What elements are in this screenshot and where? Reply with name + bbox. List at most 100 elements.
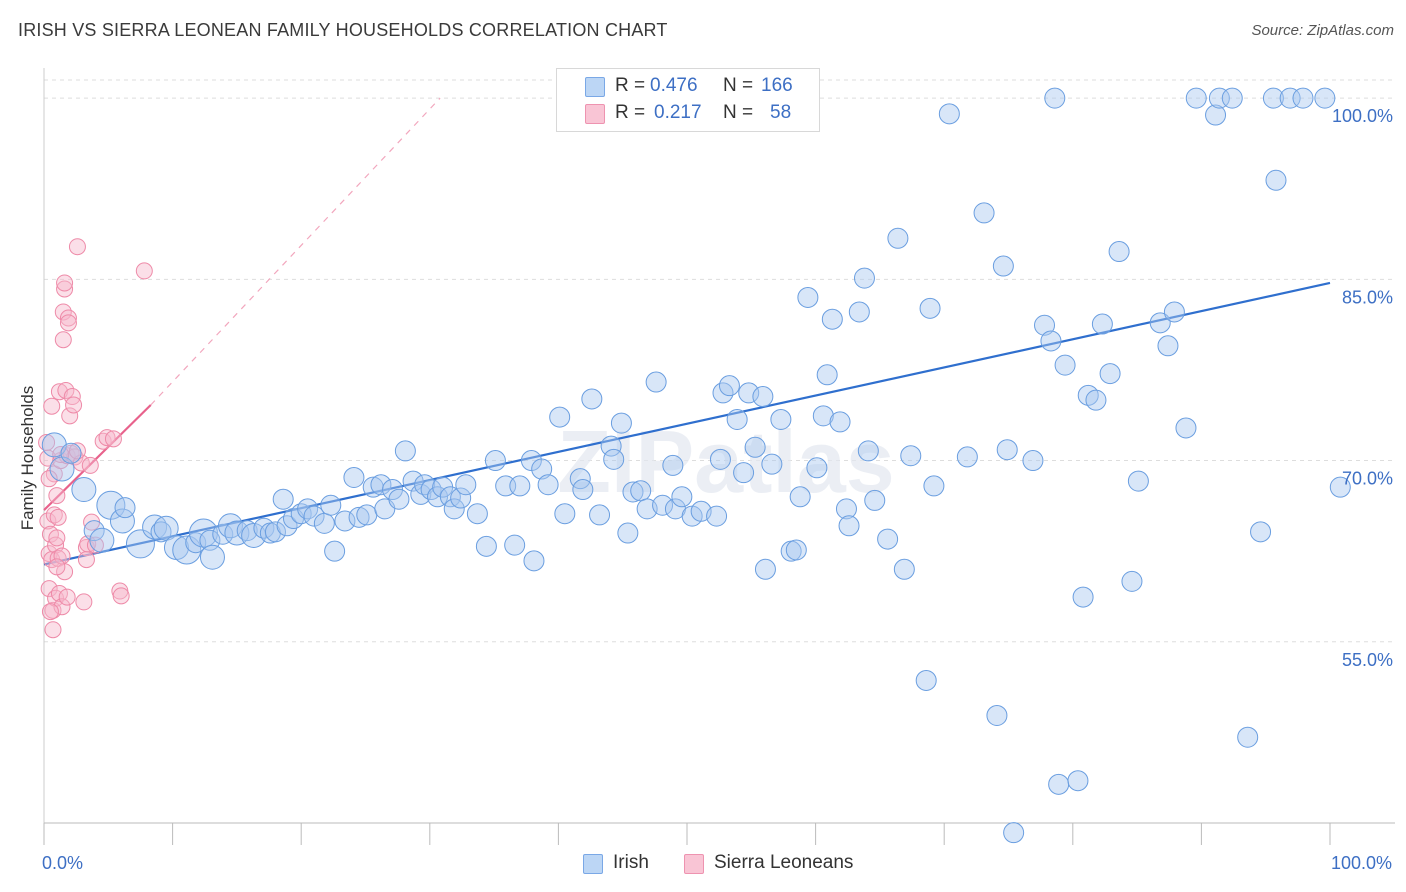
sierra-point	[58, 588, 76, 606]
irish-point	[1157, 335, 1179, 357]
sierra-point	[75, 593, 93, 611]
irish-point	[806, 457, 828, 479]
irish-point	[752, 386, 774, 408]
irish-point	[475, 535, 497, 557]
sierra-point	[54, 331, 72, 349]
irish-point	[324, 540, 346, 562]
irish-point	[996, 439, 1018, 461]
irish-point	[1265, 169, 1287, 191]
sierra-point	[49, 508, 67, 526]
irish-point	[581, 388, 603, 410]
irish-points	[41, 87, 1351, 844]
irish-point	[857, 440, 879, 462]
irish-point	[754, 558, 776, 580]
sierra-point	[59, 314, 77, 332]
irish-point	[303, 505, 325, 527]
irish-point	[313, 512, 335, 534]
irish-point	[636, 498, 658, 520]
stats-legend: R = 0.476 N = 166 R = 0.217 N = 58	[556, 68, 820, 132]
sierra-point	[135, 262, 153, 280]
irish-point	[706, 505, 728, 527]
irish-point	[394, 440, 416, 462]
irish-point	[718, 375, 740, 397]
irish-point	[1250, 521, 1272, 543]
irish-point	[443, 498, 465, 520]
irish-point	[893, 558, 915, 580]
irish-point	[334, 510, 356, 532]
sierra-point	[40, 470, 58, 488]
irish-point	[617, 522, 639, 544]
irish-point	[241, 522, 267, 548]
irish-point	[1175, 417, 1197, 439]
sierra-point	[68, 442, 86, 460]
irish-point	[71, 477, 97, 503]
tick-labels: 55.0% 70.0% 85.0% 100.0% 0.0% 100.0%	[42, 106, 1393, 873]
irish-point	[915, 669, 937, 691]
irish-point	[388, 488, 410, 510]
sierra-point	[56, 280, 74, 298]
sierra-swatch	[585, 104, 605, 124]
irish-point	[887, 227, 909, 249]
irish-point	[60, 442, 82, 464]
irish-point	[356, 504, 378, 526]
sierra-point	[112, 587, 130, 605]
trend-lines	[43, 97, 1331, 566]
irish-legend-swatch	[583, 854, 603, 874]
sierra-point	[50, 383, 68, 401]
irish-point	[1099, 363, 1121, 385]
irish-point	[956, 446, 978, 468]
irish-point	[1108, 241, 1130, 263]
irish-point	[549, 406, 571, 428]
irish-point	[726, 408, 748, 430]
irish-r-label: R =	[615, 75, 646, 96]
y-tick-label: 55.0%	[1342, 650, 1393, 670]
irish-legend-label: Irish	[613, 852, 649, 873]
irish-point	[236, 520, 258, 542]
irish-point	[153, 515, 179, 541]
irish-point	[671, 486, 693, 508]
sierra-point	[41, 603, 59, 621]
irish-point	[450, 487, 472, 509]
irish-point	[603, 448, 625, 470]
irish-point	[992, 255, 1014, 277]
irish-point	[484, 450, 506, 472]
irish-point	[114, 497, 136, 519]
sierra-point	[63, 388, 81, 406]
irish-point	[466, 503, 488, 525]
irish-point	[348, 506, 370, 528]
irish-point	[537, 474, 559, 496]
irish-point	[1279, 87, 1301, 109]
sierra-point	[40, 580, 58, 598]
irish-point	[709, 448, 731, 470]
irish-point	[1292, 87, 1314, 109]
irish-point	[662, 454, 684, 476]
irish-point	[224, 520, 250, 546]
irish-point	[1185, 87, 1207, 109]
irish-point	[864, 489, 886, 511]
irish-point	[1091, 313, 1113, 335]
irish-point	[761, 453, 783, 475]
chart-title: IRISH VS SIERRA LEONEAN FAMILY HOUSEHOLD…	[18, 20, 668, 40]
sierra-point	[56, 274, 74, 292]
irish-point	[589, 504, 611, 526]
sierra-point	[48, 487, 66, 505]
sierra-n-label: N =	[723, 102, 754, 123]
y-tick-label: 85.0%	[1342, 287, 1393, 307]
irish-n-value: 166	[761, 75, 793, 96]
irish-point	[1034, 314, 1056, 336]
irish-point	[1048, 773, 1070, 795]
irish-point	[812, 405, 834, 427]
x-tick-label: 0.0%	[42, 853, 83, 873]
irish-point	[1208, 87, 1230, 109]
irish-point	[199, 544, 225, 570]
irish-point	[1127, 470, 1149, 492]
irish-point	[554, 503, 576, 525]
sierra-point	[65, 396, 83, 414]
irish-point	[645, 371, 667, 393]
irish-point	[1054, 354, 1076, 376]
irish-point	[1040, 330, 1062, 352]
irish-point	[89, 527, 115, 553]
irish-point	[770, 408, 792, 430]
sierra-point	[61, 407, 79, 425]
